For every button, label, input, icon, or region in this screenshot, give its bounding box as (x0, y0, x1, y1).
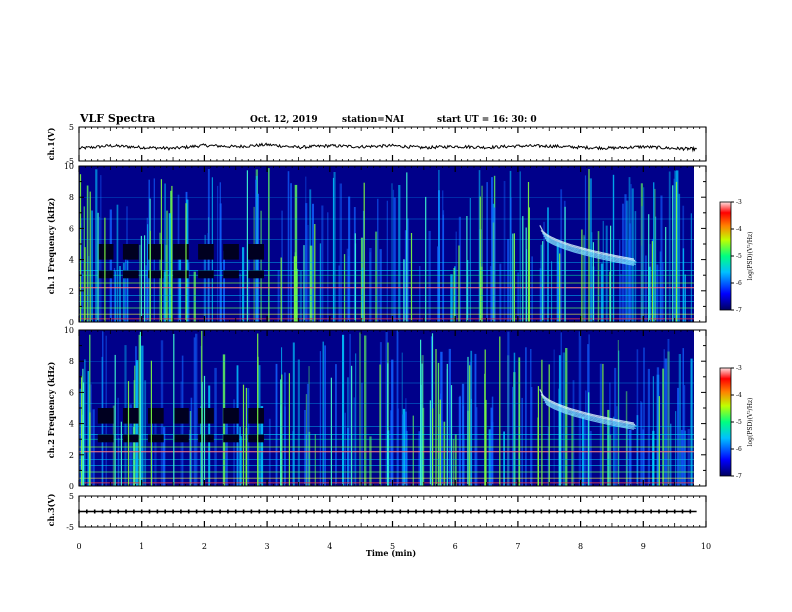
station-label: station=NAI (342, 115, 404, 125)
x-tick-label: 8 (578, 542, 583, 551)
ch2-colorbar: -3 -4 -5 -6 -7 log(PSD)(V²/Hz) (719, 365, 754, 480)
start-time-label: start UT = 16: 30: 0 (437, 115, 537, 125)
colorbar-tick-label: -3 (736, 365, 742, 372)
ch2-spectrogram-ylabel: ch.2 Frequency (kHz) (46, 362, 56, 459)
sferics (81, 330, 696, 486)
frequency-bands (79, 361, 694, 484)
y-tick-label: 10 (64, 162, 74, 171)
colorbar-tick-label: -6 (736, 446, 742, 453)
x-tick-label: 10 (701, 542, 711, 551)
whistler-emission (539, 389, 637, 430)
y-tick-label: 5 (69, 492, 74, 501)
y-tick-label: 10 (64, 326, 74, 335)
colorbar-gradient (719, 367, 732, 477)
y-tick-label: 2 (69, 287, 74, 296)
time-axis: 0 1 2 3 4 5 6 7 8 9 10 (76, 542, 711, 551)
colorbar-label: log(PSD)(V²/Hz) (747, 232, 754, 281)
x-tick-label: 3 (265, 542, 270, 551)
figure-title: VLF Spectra (79, 112, 155, 125)
date-label: Oct. 12, 2019 (250, 115, 318, 125)
ch1-spectrogram-ylabel: ch.1 Frequency (kHz) (46, 198, 56, 295)
ch1-colorbar: -3 -4 -5 -6 -7 log(PSD)(V²/Hz) (719, 199, 754, 314)
ch2-spectrogram-panel: 0 2 4 6 8 10 (64, 326, 707, 491)
y-tick-label: 0 (69, 482, 74, 491)
colorbar-tick-label: -5 (736, 253, 742, 260)
ch1-voltage-panel: 5 -5 (66, 123, 707, 166)
y-tick-label: 2 (69, 451, 74, 460)
ch1-voltage-ylabel: ch.1(V) (46, 127, 56, 160)
time-axis-label: Time (min) (366, 548, 416, 558)
y-tick-label: 6 (69, 388, 74, 397)
voltage-trace (78, 142, 697, 153)
y-tick-label: -5 (66, 523, 74, 532)
colorbar-tick-label: -5 (736, 419, 742, 426)
colorbar-tick-label: -7 (736, 473, 742, 480)
x-tick-label: 9 (641, 542, 646, 551)
ch3-voltage-panel: 5 -5 (66, 492, 707, 532)
y-tick-label: 4 (69, 256, 74, 265)
x-tick-label: 5 (390, 542, 395, 551)
x-tick-label: 0 (76, 542, 81, 551)
colorbar-gradient (719, 201, 732, 311)
dark-blocks (97, 244, 264, 279)
x-tick-label: 2 (202, 542, 207, 551)
colorbar-tick-label: -4 (736, 226, 742, 233)
sferics (79, 169, 678, 322)
ch3-voltage-ylabel: ch.3(V) (46, 493, 56, 526)
colorbar-tick-label: -6 (736, 280, 742, 287)
y-tick-label: 5 (69, 123, 74, 132)
y-tick-label: 4 (69, 420, 74, 429)
x-tick-label: 1 (139, 542, 144, 551)
frequency-bands (79, 197, 694, 320)
x-tick-label: 4 (327, 542, 332, 551)
x-tick-label: 6 (453, 542, 458, 551)
y-tick-label: 6 (69, 224, 74, 233)
y-tick-label: 8 (69, 357, 74, 366)
y-tick-label: 0 (69, 318, 74, 327)
y-tick-label: -5 (66, 157, 74, 166)
colorbar-label: log(PSD)(V²/Hz) (747, 398, 754, 447)
colorbar-tick-label: -4 (736, 392, 742, 399)
y-tick-label: 8 (69, 193, 74, 202)
whistler-emission (539, 225, 637, 266)
colorbar-tick-label: -3 (736, 199, 742, 206)
colorbar-tick-label: -7 (736, 307, 742, 314)
ch1-spectrogram-panel: 0 2 4 6 8 10 (64, 162, 707, 327)
x-tick-label: 7 (515, 542, 520, 551)
